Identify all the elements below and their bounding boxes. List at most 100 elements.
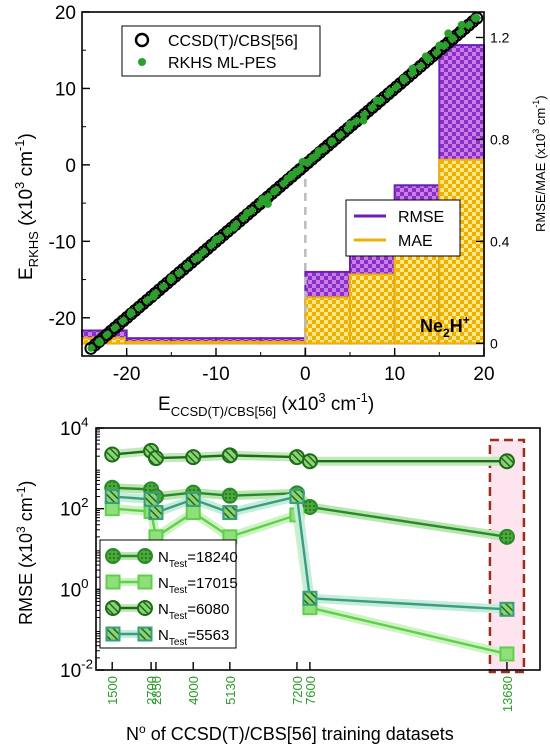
- rkhs-point: [441, 42, 449, 50]
- x-tick-label-b: 4000: [186, 676, 201, 705]
- rkhs-point: [421, 52, 430, 61]
- mae-bar: [259, 340, 307, 345]
- legend-series-label: NTest=5563: [158, 627, 229, 648]
- series-point: [104, 446, 121, 463]
- y-tick-label-b: 102: [60, 495, 89, 521]
- highlight-box: [488, 438, 526, 674]
- x-tick-label: 10: [384, 364, 405, 385]
- x-tick-label-b: 2700: [144, 676, 159, 705]
- rkhs-point: [183, 262, 191, 270]
- rkhs-point: [352, 117, 360, 125]
- rkhs-point: [175, 269, 183, 277]
- rkhs-point: [360, 110, 368, 118]
- mae-bar: [215, 340, 262, 345]
- y-tick-label: -10: [49, 232, 76, 253]
- series-point: [301, 498, 318, 515]
- series-point: [148, 505, 164, 521]
- x-tick-label-b: 7200: [290, 676, 305, 705]
- legend-marker: [105, 548, 121, 564]
- rkhs-point: [159, 282, 167, 290]
- legend-rkhs-label: RKHS ML-PES: [168, 55, 276, 72]
- y2-tick-label: 0.4: [490, 233, 510, 249]
- rkhs-point: [314, 147, 323, 156]
- y-tick-label: 10: [55, 79, 76, 100]
- legend-marker: [105, 600, 121, 616]
- x-tick-label-b: 7600: [303, 676, 318, 705]
- rkhs-point: [433, 49, 441, 57]
- rkhs-point: [457, 28, 465, 36]
- legend-series-label: NTest=6080: [158, 601, 229, 622]
- y2-tick-label: 0.8: [490, 131, 510, 147]
- y-tick-label-b: 104: [60, 414, 89, 440]
- legend-marker: [105, 574, 121, 590]
- mae-bar: [393, 240, 441, 345]
- x-tick-label-b: 5130: [223, 676, 238, 705]
- rkhs-point: [386, 87, 395, 96]
- legend-mae-label: MAE: [398, 233, 433, 250]
- x-tick-label: -20: [113, 364, 140, 385]
- rkhs-point: [336, 131, 344, 139]
- legend-reference-label: CCSD(T)/CBS[56]: [168, 33, 298, 50]
- legend-series-label: NTest=18240: [158, 549, 238, 570]
- rkhs-point: [408, 64, 417, 73]
- rkhs-point: [119, 317, 127, 325]
- rkhs-point: [229, 223, 238, 232]
- rkhs-point: [399, 74, 408, 83]
- series-point: [104, 489, 120, 505]
- rkhs-point: [199, 248, 207, 256]
- rkhs-point: [208, 241, 216, 249]
- rkhs-point: [111, 324, 119, 332]
- rkhs-point: [308, 154, 317, 163]
- series-point: [185, 505, 201, 521]
- mae-bar: [304, 296, 352, 345]
- rkhs-point: [258, 195, 267, 204]
- series-point: [499, 646, 515, 662]
- y-tick-label-b: 100: [60, 576, 89, 602]
- series-point: [222, 505, 238, 521]
- series-point: [221, 447, 238, 464]
- series-point: [288, 449, 305, 466]
- rkhs-point: [346, 120, 354, 129]
- series-point: [147, 450, 164, 467]
- rkhs-point: [167, 274, 176, 283]
- legend-series-label: NTest=17015: [158, 575, 238, 596]
- rkhs-point: [359, 116, 368, 125]
- rkhs-point: [243, 209, 252, 218]
- rkhs-point: [392, 83, 400, 91]
- y-axis-title-b: RMSE (x103 cm-1): [14, 481, 36, 625]
- rkhs-point: [298, 157, 307, 166]
- series-point: [498, 453, 515, 470]
- x-tick-label: 0: [300, 364, 311, 385]
- rkhs-point: [471, 14, 480, 23]
- rkhs-point: [449, 35, 457, 43]
- legend-bars-box: [345, 199, 461, 257]
- rkhs-point: [270, 187, 279, 196]
- legend-points-box: [121, 25, 321, 77]
- series-point: [498, 528, 515, 545]
- rkhs-point: [465, 21, 473, 29]
- x-axis-title: ECCSD(T)/CBS[56] (x103 cm-1): [158, 390, 374, 419]
- rkhs-point: [435, 41, 444, 50]
- x-tick-label-b: 1500: [105, 676, 120, 705]
- rkhs-point: [263, 199, 272, 208]
- series-point: [104, 501, 120, 517]
- rkhs-point: [212, 235, 220, 244]
- x-axis-title-b: No of CCSD(T)/CBS[56] training datasets: [126, 722, 454, 744]
- legend-rmse-label: RMSE: [398, 209, 444, 226]
- y-axis-title: ERKHS (x103 cm-1): [12, 133, 41, 280]
- x-tick-label-b: 2850: [149, 676, 164, 705]
- legend-rkhs-marker: [138, 58, 146, 66]
- rkhs-point: [224, 227, 232, 235]
- series-point: [185, 491, 201, 507]
- rkhs-point: [372, 96, 381, 105]
- rkhs-point: [143, 296, 151, 304]
- rkhs-point: [444, 29, 453, 38]
- series-point: [289, 489, 305, 505]
- legend-marker: [137, 548, 153, 564]
- y2-tick-label: 1.2: [490, 29, 510, 45]
- y-tick-label: 0: [65, 156, 76, 177]
- series-point: [301, 453, 318, 470]
- mae-bar: [349, 273, 396, 345]
